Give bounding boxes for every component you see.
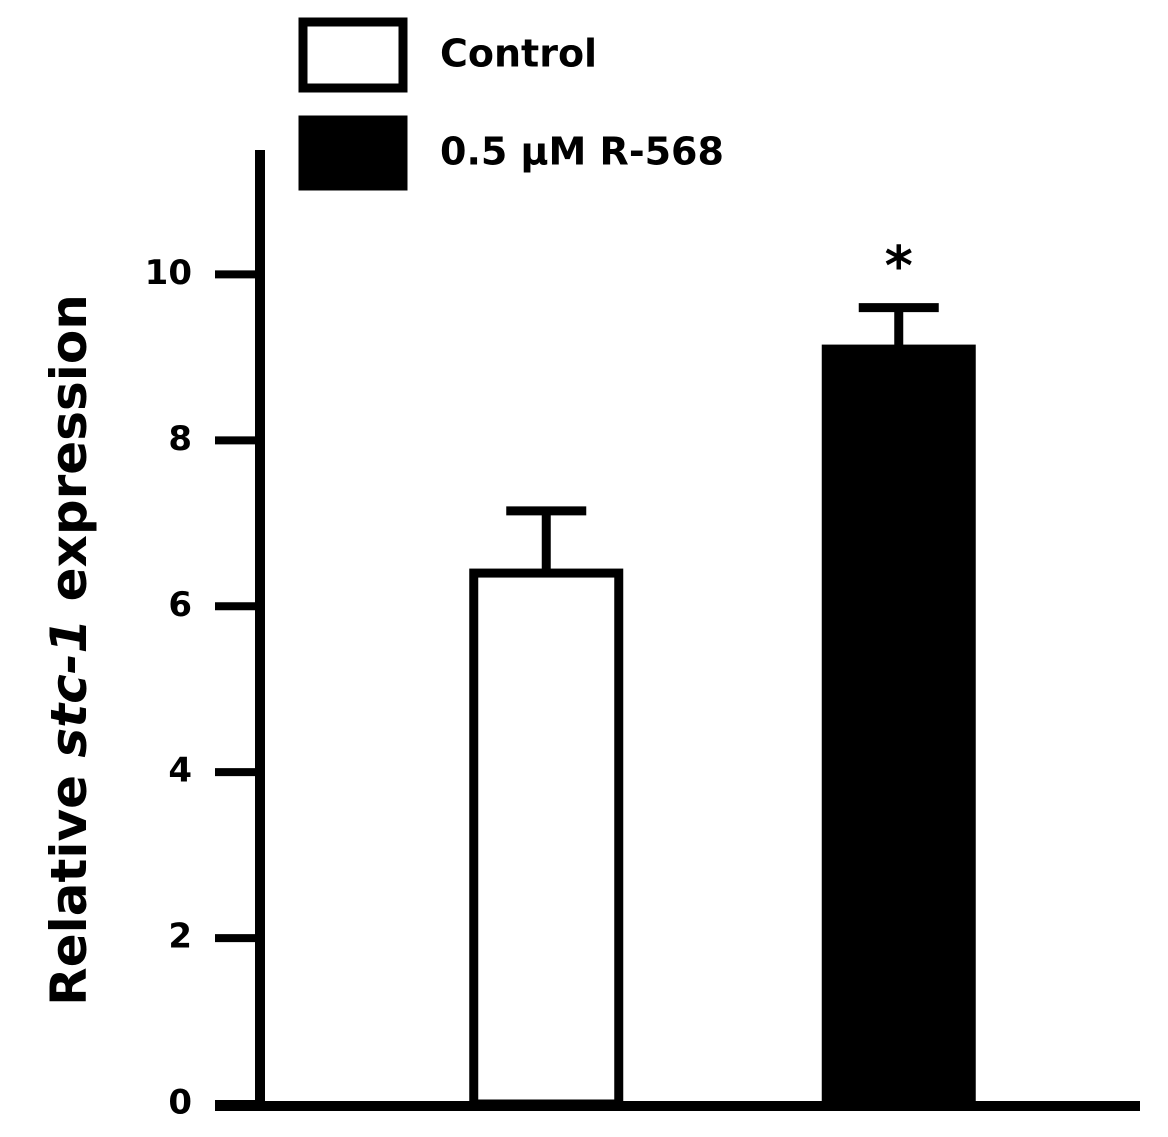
y-tick-label: 8: [168, 419, 192, 459]
legend-swatch: [298, 17, 408, 93]
y-tick-label: 6: [168, 585, 192, 625]
bar: [469, 568, 624, 1109]
y-tick-label: 0: [168, 1083, 192, 1123]
y-tick-label: 4: [168, 751, 192, 791]
y-axis-label-part: stc-1: [40, 619, 98, 758]
bar: [821, 344, 976, 1109]
annotation: *: [885, 234, 913, 297]
legend-swatch: [298, 115, 408, 191]
y-tick-label: 10: [145, 253, 192, 293]
y-axis-label: Relative stc-1 expression: [40, 294, 98, 1006]
y-axis-label-part: Relative: [40, 758, 98, 1006]
y-tick-label: 2: [168, 917, 192, 957]
legend-label: Control: [440, 32, 597, 76]
y-axis-label-part: expression: [40, 294, 98, 619]
legend-label: 0.5 µM R-568: [440, 130, 724, 174]
